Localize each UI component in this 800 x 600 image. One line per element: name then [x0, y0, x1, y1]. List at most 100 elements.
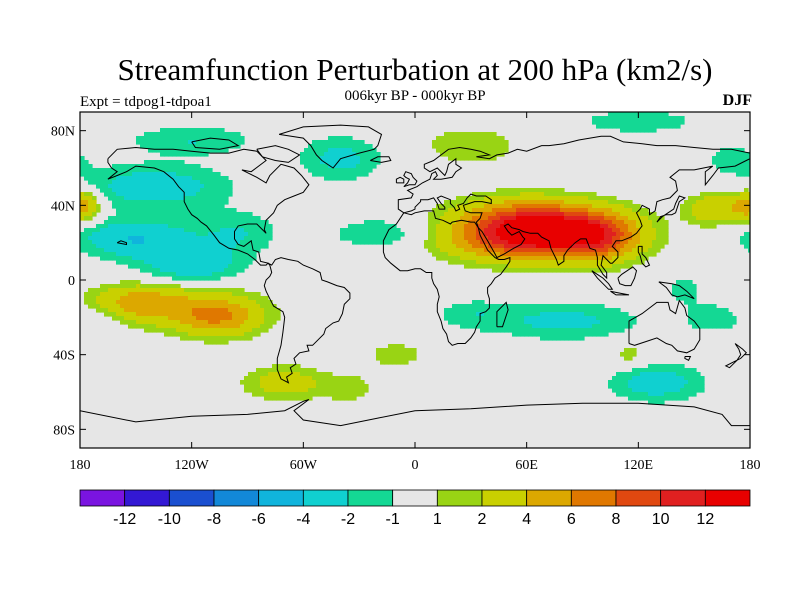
field-cell — [396, 344, 401, 349]
field-cell — [136, 168, 141, 173]
field-cell — [188, 216, 193, 221]
field-cell — [228, 180, 233, 185]
field-cell — [132, 196, 137, 201]
field-cell — [176, 236, 181, 241]
field-cell — [248, 376, 253, 381]
field-cell — [180, 184, 185, 189]
field-cell — [144, 260, 149, 265]
field-cell — [452, 224, 457, 229]
field-cell — [492, 196, 497, 201]
field-cell — [664, 368, 669, 373]
field-cell — [604, 324, 609, 329]
field-cell — [716, 324, 721, 329]
field-cell — [456, 136, 461, 141]
field-cell — [152, 272, 157, 277]
field-cell — [600, 120, 605, 125]
field-cell — [556, 304, 561, 309]
field-cell — [504, 244, 509, 249]
field-cell — [340, 168, 345, 173]
field-cell — [516, 200, 521, 205]
field-cell — [344, 384, 349, 389]
field-cell — [148, 300, 153, 305]
field-cell — [112, 256, 117, 261]
field-cell — [208, 176, 213, 181]
field-cell — [244, 332, 249, 337]
field-cell — [192, 136, 197, 141]
field-cell — [476, 216, 481, 221]
field-cell — [244, 308, 249, 313]
field-cell — [540, 236, 545, 241]
field-cell — [688, 384, 693, 389]
field-cell — [660, 372, 665, 377]
field-cell — [332, 168, 337, 173]
field-cell — [228, 256, 233, 261]
field-cell — [520, 216, 525, 221]
field-cell — [100, 308, 105, 313]
field-cell — [212, 248, 217, 253]
field-cell — [128, 292, 133, 297]
field-cell — [560, 236, 565, 241]
field-cell — [652, 128, 657, 133]
field-cell — [708, 192, 713, 197]
field-cell — [316, 172, 321, 177]
field-cell — [516, 316, 521, 321]
field-cell — [456, 144, 461, 149]
field-cell — [684, 200, 689, 205]
field-cell — [252, 300, 257, 305]
field-cell — [508, 208, 513, 213]
field-cell — [244, 380, 249, 385]
field-cell — [480, 324, 485, 329]
field-cell — [168, 180, 173, 185]
field-cell — [356, 156, 361, 161]
field-cell — [136, 212, 141, 217]
field-cell — [224, 288, 229, 293]
field-cell — [560, 212, 565, 217]
field-cell — [548, 212, 553, 217]
field-cell — [620, 252, 625, 257]
field-cell — [748, 168, 750, 173]
field-cell — [656, 400, 661, 405]
field-cell — [460, 260, 465, 265]
field-cell — [200, 196, 205, 201]
field-cell — [352, 140, 357, 145]
field-cell — [648, 364, 653, 369]
field-cell — [128, 180, 133, 185]
field-cell — [680, 392, 685, 397]
field-cell — [492, 240, 497, 245]
field-cell — [524, 312, 529, 317]
field-cell — [544, 216, 549, 221]
field-cell — [212, 324, 217, 329]
field-cell — [264, 392, 269, 397]
field-cell — [488, 212, 493, 217]
field-cell — [128, 288, 133, 293]
field-cell — [468, 304, 473, 309]
field-cell — [636, 224, 641, 229]
field-cell — [584, 228, 589, 233]
field-cell — [488, 196, 493, 201]
field-cell — [216, 292, 221, 297]
field-cell — [336, 172, 341, 177]
field-cell — [384, 352, 389, 357]
field-cell — [168, 236, 173, 241]
field-cell — [528, 208, 533, 213]
field-cell — [256, 316, 261, 321]
field-cell — [152, 204, 157, 209]
field-cell — [732, 160, 737, 165]
field-cell — [628, 388, 633, 393]
field-cell — [376, 220, 381, 225]
field-cell — [224, 208, 229, 213]
field-cell — [568, 228, 573, 233]
field-cell — [720, 196, 725, 201]
field-cell — [364, 236, 369, 241]
field-cell — [552, 200, 557, 205]
field-cell — [224, 176, 229, 181]
field-cell — [740, 236, 745, 241]
field-cell — [448, 216, 453, 221]
field-cell — [732, 208, 737, 213]
field-cell — [216, 204, 221, 209]
field-cell — [160, 196, 165, 201]
field-cell — [188, 268, 193, 273]
field-cell — [724, 164, 729, 169]
field-cell — [736, 156, 741, 161]
field-cell — [84, 172, 89, 177]
